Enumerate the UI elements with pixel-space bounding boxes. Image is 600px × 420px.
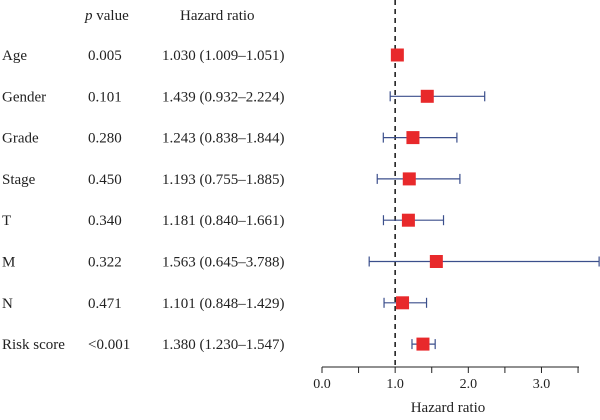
hazard-ratio-ci: 1.439 (0.932–2.224): [162, 89, 285, 105]
column-headers: p value Hazard ratio: [84, 8, 255, 24]
p-value: 0.280: [88, 131, 122, 147]
x-tick-label: 0.0: [313, 377, 331, 392]
hazard-ratio-marker: [420, 89, 434, 103]
p-value-header: p value: [84, 8, 129, 24]
p-value: 0.322: [88, 255, 122, 271]
hazard-ratio-marker: [390, 48, 404, 62]
hazard-ratio-marker: [406, 131, 420, 145]
x-tick-label: 3.0: [533, 377, 551, 392]
table-row: Gender 0.101 1.439 (0.932–2.224): [2, 89, 285, 105]
p-value: 0.340: [88, 213, 122, 229]
variable-label: N: [2, 296, 13, 312]
variable-label: M: [2, 255, 15, 271]
confidence-interval: [376, 173, 461, 184]
x-tick-label: 1.0: [386, 377, 404, 392]
p-value-word: value: [93, 8, 130, 24]
hazard-ratio-ci: 1.181 (0.840–1.661): [162, 213, 285, 229]
confidence-interval: [382, 132, 458, 143]
hazard-ratio-ci: 1.563 (0.645–3.788): [162, 255, 285, 271]
p-value: <0.001: [88, 337, 130, 353]
hazard-ratio-marker: [416, 337, 430, 351]
plot-area: [368, 0, 600, 367]
table-row: Risk score <0.001 1.380 (1.230–1.547): [2, 337, 285, 353]
hazard-ratio-marker: [396, 296, 410, 310]
table-row: N 0.471 1.101 (0.848–1.429): [2, 296, 285, 312]
hazard-ratio-ci: 1.380 (1.230–1.547): [162, 337, 285, 353]
table-row: M 0.322 1.563 (0.645–3.788): [2, 255, 285, 271]
x-axis-title: Hazard ratio: [411, 400, 486, 416]
confidence-interval: [389, 91, 486, 102]
variable-label: Risk score: [2, 337, 65, 353]
p-value: 0.101: [88, 89, 122, 105]
hazard-ratio-marker: [401, 213, 415, 227]
variable-label: Age: [2, 48, 27, 64]
variable-label: Stage: [2, 172, 36, 188]
table-rows: Age 0.005 1.030 (1.009–1.051) Gender 0.101 1.…: [2, 48, 285, 353]
hazard-ratio-marker: [429, 255, 443, 268]
confidence-interval: [368, 256, 600, 267]
hazard-ratio-marker: [402, 172, 416, 186]
hazard-ratio-ci: 1.101 (0.848–1.429): [162, 296, 285, 312]
variable-label: Gender: [2, 89, 46, 105]
hazard-ratio-ci: 1.243 (0.838–1.844): [162, 131, 285, 147]
p-value: 0.005: [88, 48, 122, 64]
x-axis: 0.0 1.0 2.0 3.0: [313, 366, 579, 392]
p-value: 0.450: [88, 172, 122, 188]
p-symbol: p: [84, 8, 93, 24]
p-value: 0.471: [88, 296, 122, 312]
table-row: Stage 0.450 1.193 (0.755–1.885): [2, 172, 285, 188]
x-tick-label: 2.0: [460, 377, 478, 392]
table-row: Age 0.005 1.030 (1.009–1.051): [2, 48, 285, 64]
variable-label: T: [2, 213, 11, 229]
variable-label: Grade: [2, 131, 39, 147]
table-row: Grade 0.280 1.243 (0.838–1.844): [2, 131, 285, 147]
hazard-ratio-ci: 1.193 (0.755–1.885): [162, 172, 285, 188]
table-row: T 0.340 1.181 (0.840–1.661): [2, 213, 285, 229]
hazard-ratio-header: Hazard ratio: [180, 8, 255, 24]
hazard-ratio-ci: 1.030 (1.009–1.051): [162, 48, 285, 64]
